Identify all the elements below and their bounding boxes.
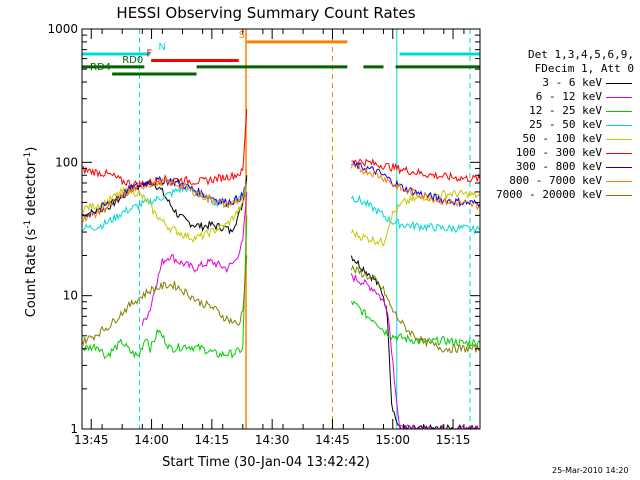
flag-label: F [146, 49, 152, 60]
legend-label: 50 - 100 keV [522, 132, 602, 145]
legend-swatch [606, 139, 632, 140]
legend-label: 300 - 800 keV [515, 160, 602, 173]
y-axis-label-part: -1 [23, 152, 33, 161]
y-axis-label-part: detector [24, 160, 39, 220]
legend-label: 25 - 50 keV [529, 118, 602, 131]
series-line [351, 160, 481, 209]
x-tick-label: 13:45 [74, 433, 109, 447]
legend-label: 6 - 12 keV [535, 90, 602, 103]
legend-label: 3 - 6 keV [542, 76, 602, 89]
series-line [141, 191, 248, 326]
series-line [81, 215, 248, 360]
x-tick-label: 14:15 [195, 433, 230, 447]
series-line [81, 255, 248, 346]
series-line [350, 264, 481, 354]
legend-entry: 100 - 300 keV [478, 146, 638, 160]
y-axis-label-part: Count Rate (s [24, 229, 39, 318]
y-axis-label-part: -1 [23, 220, 33, 229]
flag-label: RD4 [90, 62, 111, 73]
date-stamp: 25-Mar-2010 14:20 [552, 466, 629, 475]
legend-label: 800 - 7000 keV [509, 174, 602, 187]
legend-entry: 12 - 25 keV [478, 104, 638, 118]
legend-entry: 300 - 800 keV [478, 160, 638, 174]
x-axis-label: Start Time (30-Jan-04 13:42:42) [162, 455, 370, 470]
legend-entry: 6 - 12 keV [478, 90, 638, 104]
y-tick-label: 1000 [47, 22, 78, 36]
legend-entry: 50 - 100 keV [478, 132, 638, 146]
x-tick-label: 14:30 [255, 433, 290, 447]
x-tick-label: 14:45 [315, 433, 350, 447]
x-tick-label: 15:15 [436, 433, 471, 447]
legend-entry: 3 - 6 keV [478, 76, 638, 90]
flag-label: N [158, 42, 165, 53]
x-tick-label: 15:00 [375, 433, 410, 447]
legend-header-line: Det 1,3,4,5,6,9, [528, 48, 634, 61]
x-tick-label: 14:00 [134, 433, 169, 447]
legend-entry: 7000 - 20000 keV [478, 188, 638, 202]
series-line [350, 273, 480, 430]
legend: Det 1,3,4,5,6,9, FDecim 1, Att 0 3 - 6 k… [478, 48, 638, 202]
legend-swatch [606, 111, 632, 112]
series-line [81, 177, 248, 223]
legend-rows: 3 - 6 keV 6 - 12 keV 12 - 25 keV 25 - 50 ke… [478, 76, 638, 202]
legend-label: 12 - 25 keV [529, 104, 602, 117]
legend-swatch [606, 167, 632, 168]
series-line [81, 109, 248, 191]
series-line [350, 163, 481, 211]
legend-swatch [606, 153, 632, 154]
legend-swatch [606, 125, 632, 126]
series-line [350, 255, 480, 431]
y-axis-label-part: ) [24, 147, 39, 152]
legend-swatch [606, 83, 632, 84]
flag-label: RD0 [122, 55, 143, 66]
legend-entry: 25 - 50 keV [478, 118, 638, 132]
legend-header-line: FDecim 1, Att 0 [534, 62, 634, 75]
plot-frame [81, 28, 481, 430]
legend-swatch [606, 181, 632, 182]
y-tick-label: 10 [63, 289, 78, 303]
y-axis-label: Count Rate (s-1 detector-1) [23, 147, 39, 318]
series-line [350, 189, 481, 247]
legend-entry: 800 - 7000 keV [478, 174, 638, 188]
legend-swatch [606, 97, 632, 98]
flag-label: S [239, 30, 245, 41]
legend-swatch [606, 195, 632, 196]
chart-title: HESSI Observing Summary Count Rates [116, 4, 415, 22]
legend-label: 7000 - 20000 keV [496, 188, 602, 201]
series-line [81, 186, 248, 243]
legend-label: 100 - 300 keV [515, 146, 602, 159]
y-tick-label: 100 [55, 155, 78, 169]
series-line [351, 157, 481, 183]
series-line [350, 194, 481, 236]
y-tick-label: 1 [70, 422, 78, 436]
